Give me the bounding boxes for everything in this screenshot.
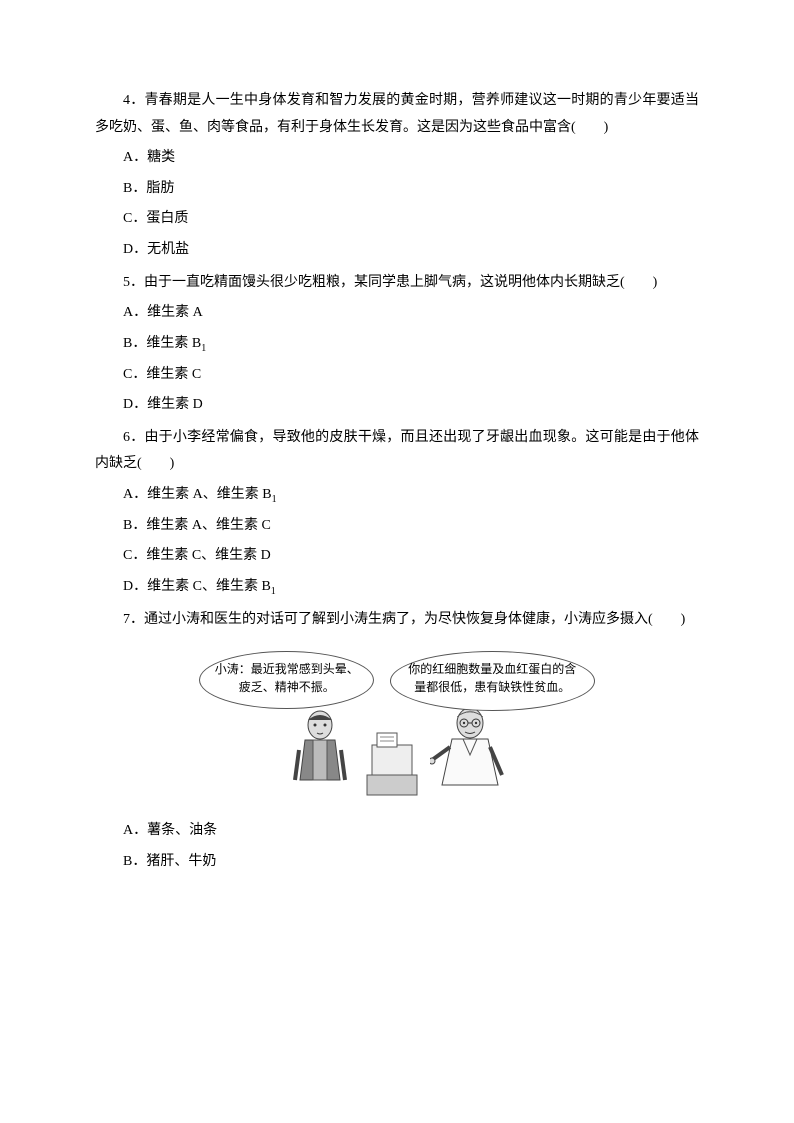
question-4-text: 4．青春期是人一生中身体发育和智力发展的黄金时期，营养师建议这一时期的青少年要适… bbox=[95, 88, 699, 141]
people-row bbox=[95, 705, 699, 800]
question-5-option-d: D．维生素 D bbox=[95, 392, 699, 419]
page-content: 4．青春期是人一生中身体发育和智力发展的黄金时期，营养师建议这一时期的青少年要适… bbox=[0, 0, 794, 941]
question-4-option-d: D．无机盐 bbox=[95, 237, 699, 264]
desk-icon bbox=[362, 705, 422, 800]
question-6-option-d: D．维生素 C、维生素 B1 bbox=[95, 574, 699, 601]
question-6-option-c: C．维生素 C、维生素 D bbox=[95, 543, 699, 570]
question-7-option-a: A．薯条、油条 bbox=[95, 818, 699, 845]
dialogue-illustration: 小涛：最近我常感到头晕、疲乏、精神不振。 你的红细胞数量及血红蛋白的含量都很低，… bbox=[95, 651, 699, 800]
question-7: 7．通过小涛和医生的对话可了解到小涛生病了，为尽快恢复身体健康，小涛应多摄入( … bbox=[95, 607, 699, 876]
patient-icon bbox=[285, 705, 355, 800]
question-5: 5．由于一直吃精面馒头很少吃粗粮，某同学患上脚气病，这说明他体内长期缺乏( ) … bbox=[95, 270, 699, 419]
speech-bubble-doctor: 你的红细胞数量及血红蛋白的含量都很低，患有缺铁性贫血。 bbox=[390, 651, 595, 711]
option-label: A．维生素 A、维生素 B bbox=[123, 487, 272, 502]
option-label: D．维生素 C、维生素 B bbox=[123, 579, 271, 594]
subscript: 1 bbox=[201, 343, 206, 354]
question-4-option-c: C．蛋白质 bbox=[95, 206, 699, 233]
question-7-option-b: B．猪肝、牛奶 bbox=[95, 849, 699, 876]
question-5-text: 5．由于一直吃精面馒头很少吃粗粮，某同学患上脚气病，这说明他体内长期缺乏( ) bbox=[95, 270, 699, 297]
question-6-option-a: A．维生素 A、维生素 B1 bbox=[95, 482, 699, 509]
question-6-option-b: B．维生素 A、维生素 C bbox=[95, 513, 699, 540]
question-6: 6．由于小李经常偏食，导致他的皮肤干燥，而且还出现了牙龈出血现象。这可能是由于他… bbox=[95, 425, 699, 601]
speech-bubble-patient: 小涛：最近我常感到头晕、疲乏、精神不振。 bbox=[199, 651, 374, 709]
question-5-option-c: C．维生素 C bbox=[95, 362, 699, 389]
doctor-icon bbox=[430, 705, 510, 800]
question-4-option-b: B．脂肪 bbox=[95, 176, 699, 203]
option-label: B．维生素 B bbox=[123, 336, 201, 351]
question-4-option-a: A．糖类 bbox=[95, 145, 699, 172]
subscript: 1 bbox=[271, 586, 276, 597]
question-6-text: 6．由于小李经常偏食，导致他的皮肤干燥，而且还出现了牙龈出血现象。这可能是由于他… bbox=[95, 425, 699, 478]
question-5-option-b: B．维生素 B1 bbox=[95, 331, 699, 358]
question-5-option-a: A．维生素 A bbox=[95, 300, 699, 327]
question-4: 4．青春期是人一生中身体发育和智力发展的黄金时期，营养师建议这一时期的青少年要适… bbox=[95, 88, 699, 264]
question-7-text: 7．通过小涛和医生的对话可了解到小涛生病了，为尽快恢复身体健康，小涛应多摄入( … bbox=[95, 607, 699, 634]
subscript: 1 bbox=[272, 494, 277, 505]
